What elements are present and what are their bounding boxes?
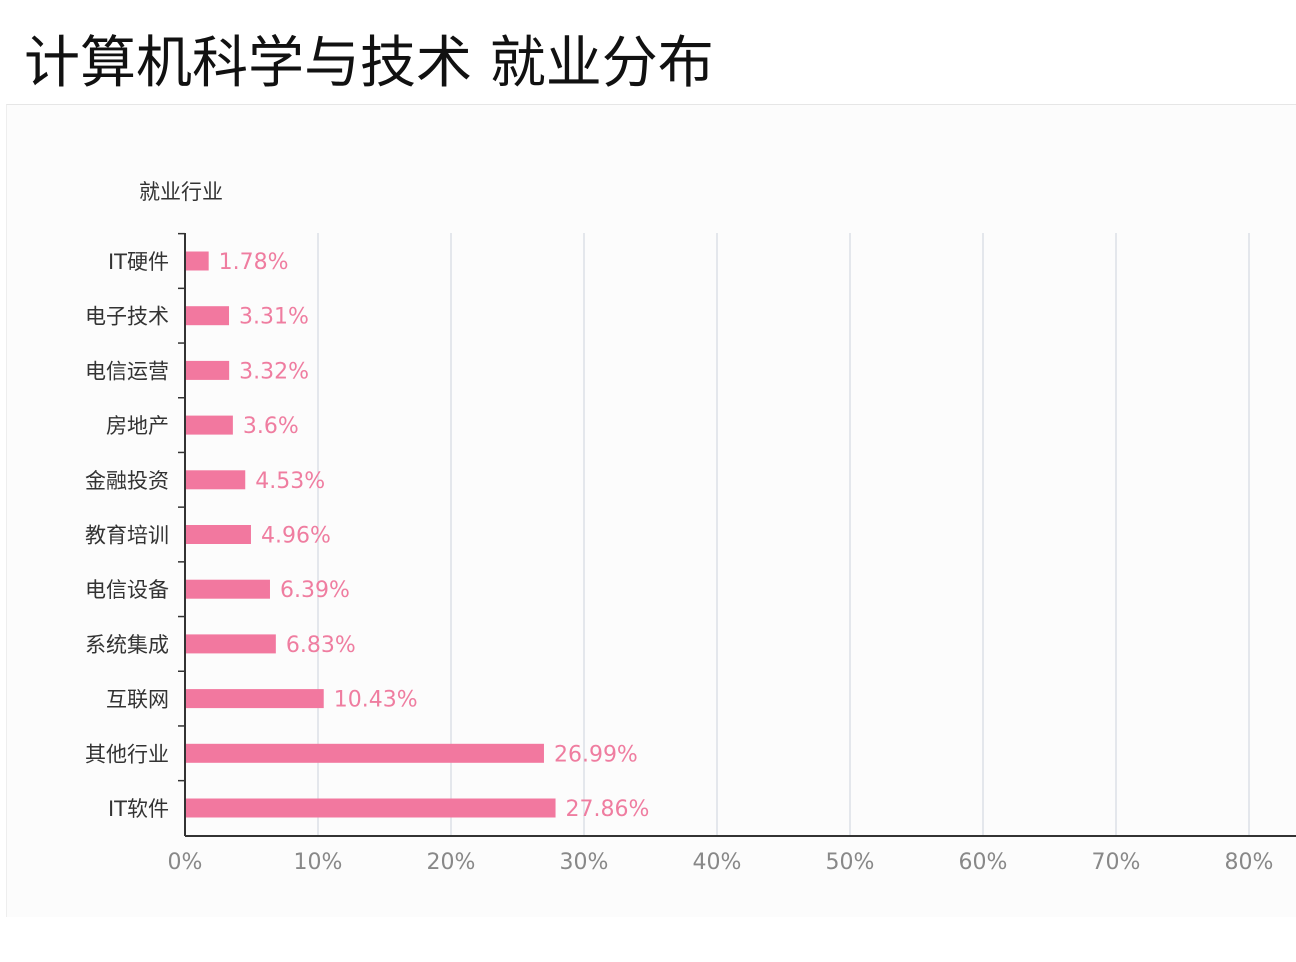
data-label: 1.78%	[219, 250, 289, 275]
bar	[185, 689, 324, 709]
page-title: 计算机科学与技术 就业分布	[24, 31, 714, 96]
chart-panel: 1.78% 3.31% 3.32% 3.6% 4.53% 4.96% 6.39% 6.83% 1…	[6, 104, 1296, 917]
bar	[185, 251, 209, 271]
bar	[185, 470, 246, 490]
bar	[185, 743, 544, 763]
category-label: 互联网	[106, 688, 169, 712]
data-label: 6.39%	[280, 578, 350, 603]
x-tick-label: 10%	[294, 850, 343, 875]
bar	[185, 579, 270, 599]
x-tick-label: 0%	[168, 850, 203, 875]
category-label: 电信运营	[85, 359, 169, 383]
bar	[185, 360, 230, 380]
category-label: 金融投资	[85, 469, 169, 493]
bar	[185, 306, 230, 326]
y-axis-title: 就业行业	[139, 180, 223, 204]
x-tick-label: 20%	[427, 850, 476, 875]
data-label: 3.6%	[243, 414, 299, 439]
bars	[185, 251, 556, 818]
data-label: 3.31%	[239, 305, 309, 330]
category-label: 其他行业	[85, 742, 169, 766]
category-label: IT软件	[108, 797, 169, 821]
axes: 0% 10% 20% 30% 40% 50% 60% 70% 80% IT硬件电子技术电信运营房地…	[85, 232, 1296, 875]
category-label: IT硬件	[108, 250, 169, 274]
x-tick-label: 40%	[693, 850, 742, 875]
x-tick-label: 30%	[560, 850, 609, 875]
category-label: 电子技术	[85, 305, 169, 329]
x-tick-label: 60%	[959, 850, 1008, 875]
x-tick-label: 80%	[1225, 850, 1274, 875]
category-label: 房地产	[106, 414, 169, 438]
bar	[185, 634, 276, 654]
bar	[185, 525, 251, 544]
bar	[185, 798, 556, 818]
category-label: 教育培训	[85, 524, 169, 548]
x-tick-label: 50%	[826, 850, 875, 875]
data-label: 4.53%	[255, 469, 325, 494]
data-label: 27.86%	[566, 797, 650, 822]
category-label: 电信设备	[85, 578, 169, 602]
data-labels: 1.78% 3.31% 3.32% 3.6% 4.53% 4.96% 6.39% 6.83% 1…	[219, 250, 650, 822]
grid-lines	[317, 233, 1250, 836]
x-tick-label: 70%	[1092, 850, 1141, 875]
data-label: 4.96%	[261, 524, 331, 549]
category-label: 系统集成	[85, 633, 169, 657]
data-label: 6.83%	[286, 633, 356, 658]
data-label: 26.99%	[554, 742, 638, 767]
bar-chart: 1.78% 3.31% 3.32% 3.6% 4.53% 4.96% 6.39% 6.83% 1…	[85, 180, 1296, 875]
data-label: 3.32%	[239, 359, 309, 384]
bar	[185, 415, 233, 435]
data-label: 10.43%	[334, 688, 418, 713]
